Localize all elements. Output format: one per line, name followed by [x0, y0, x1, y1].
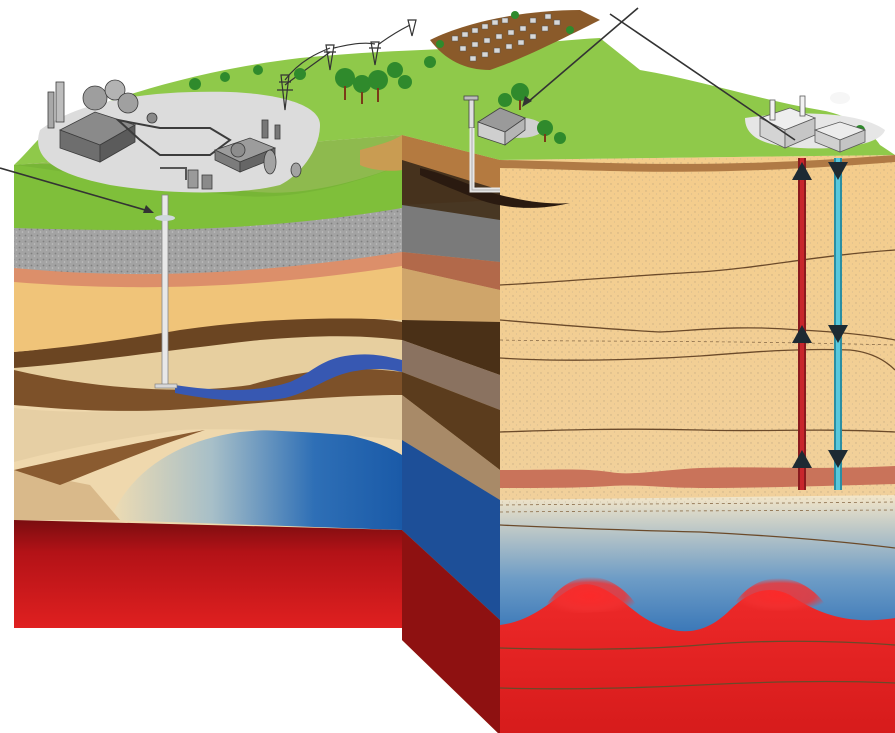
shallow-well-pipe — [154, 194, 178, 389]
pipe-up-arrows — [792, 162, 812, 468]
gravel-layer-front — [14, 205, 402, 275]
callout-arrowheads — [143, 96, 532, 213]
magma-zone-right — [500, 584, 895, 733]
front-face-cross-section — [14, 135, 402, 628]
production-pipe — [834, 158, 842, 490]
house-icon — [463, 95, 526, 146]
pipe-down-arrows — [828, 162, 848, 468]
right-face-cross-section — [402, 135, 895, 733]
surface-fracture — [420, 168, 570, 208]
power-tower-icon — [277, 19, 417, 111]
industrial-plant-icon — [47, 79, 302, 190]
strata-lines-right — [499, 249, 895, 690]
magma-layer-front — [14, 520, 402, 628]
tree-icon — [189, 39, 865, 144]
power-plant-icon — [758, 92, 867, 153]
block-side-wedge — [402, 135, 500, 733]
dark-brown-layer — [14, 318, 402, 368]
salmon-layer-front — [14, 250, 402, 288]
brown-lens-layer — [14, 430, 205, 485]
callout-leader-lines — [0, 7, 796, 213]
reservoir-front — [110, 429, 402, 530]
town-icon — [430, 10, 600, 70]
salmon-layer-right — [500, 466, 895, 488]
injection-pipe — [798, 158, 806, 490]
groundwater-aquifer — [175, 354, 402, 401]
